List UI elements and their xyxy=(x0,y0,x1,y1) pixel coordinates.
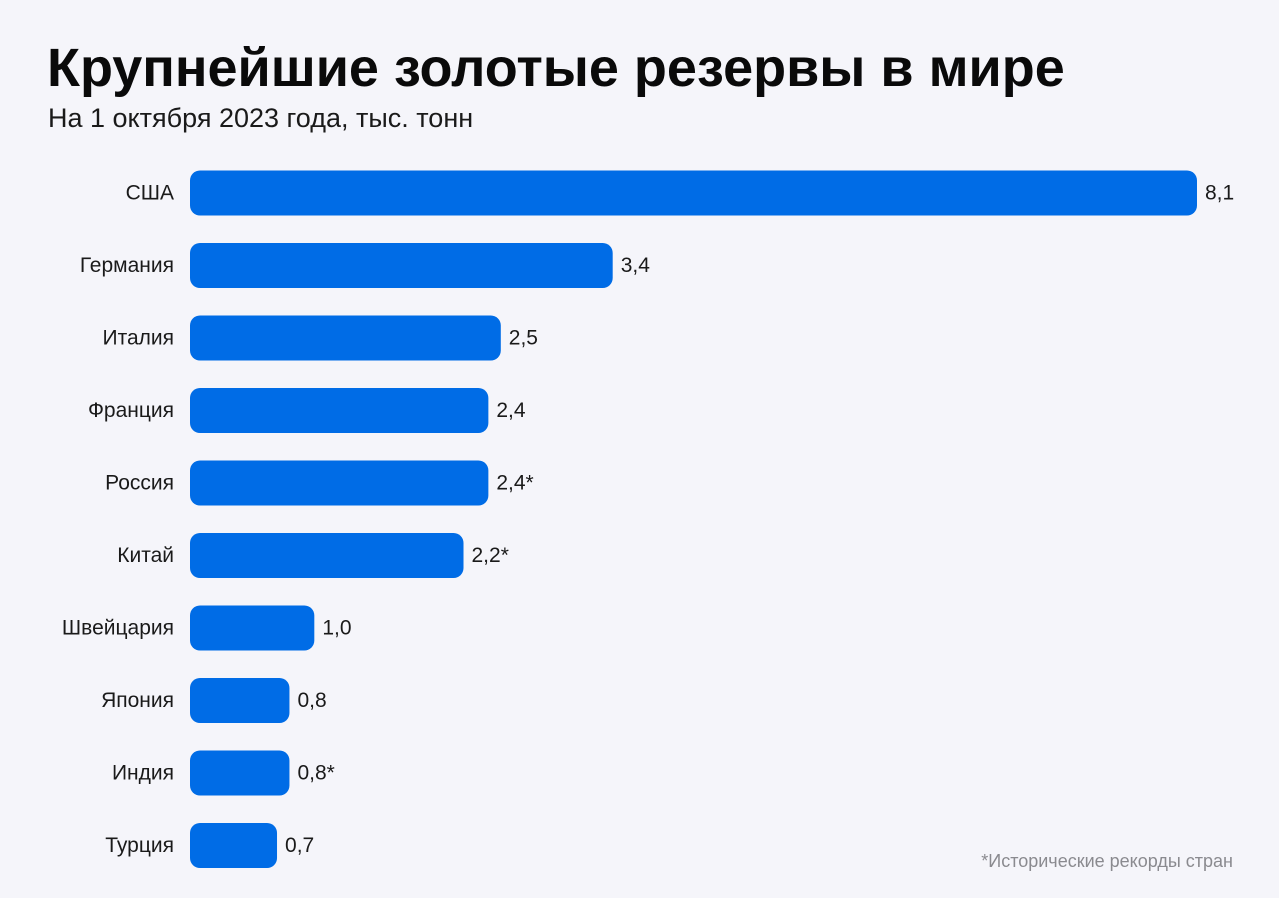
category-label: Индия xyxy=(112,762,174,785)
bar xyxy=(190,750,290,796)
footnote: *Исторические рекорды стран xyxy=(981,851,1233,871)
bar xyxy=(190,243,613,288)
bar xyxy=(190,170,1197,216)
bar-group: Италия 2,5 xyxy=(102,315,538,361)
bar-group: Франция 2,4 xyxy=(88,388,526,433)
category-label: США xyxy=(126,182,174,205)
value-label: 3,4 xyxy=(621,254,651,277)
bar-group: Индия 0,8* xyxy=(112,750,335,796)
value-label: 0,7 xyxy=(285,834,314,857)
bar-group: Китай 2,2* xyxy=(117,533,509,578)
bar xyxy=(190,678,290,723)
category-label: Китай xyxy=(117,544,174,567)
bar-group: Россия 2,4* xyxy=(105,460,534,506)
value-label: 8,1 xyxy=(1205,182,1234,205)
bar xyxy=(190,533,464,578)
category-label: Россия xyxy=(105,472,174,495)
category-label: Германия xyxy=(80,254,174,277)
category-label: Турция xyxy=(105,834,174,857)
bar xyxy=(190,315,501,361)
value-label: 0,8* xyxy=(297,762,334,785)
value-label: 2,4* xyxy=(496,472,533,495)
bar-group: Швейцария 1,0 xyxy=(62,605,352,651)
bar xyxy=(190,823,278,868)
bar-group: Германия 3,4 xyxy=(80,243,650,288)
value-label: 1,0 xyxy=(322,617,351,640)
category-label: Италия xyxy=(102,327,174,350)
bar xyxy=(190,388,489,433)
bar xyxy=(190,460,489,506)
value-label: 2,4 xyxy=(496,399,526,422)
category-label: Япония xyxy=(101,689,174,712)
chart-subtitle: На 1 октября 2023 года, тыс. тонн xyxy=(48,103,474,133)
category-label: Швейцария xyxy=(62,617,174,640)
category-label: Франция xyxy=(88,399,174,422)
value-label: 2,2* xyxy=(472,544,509,567)
bar-group: Турция 0,7 xyxy=(105,823,314,868)
chart-title: Крупнейшие золотые резервы в мире xyxy=(47,38,1065,98)
bar xyxy=(190,605,315,651)
value-label: 2,5 xyxy=(509,327,538,350)
bar-group: США 8,1 xyxy=(126,170,1234,216)
value-label: 0,8 xyxy=(297,689,326,712)
bar-group: Япония 0,8 xyxy=(101,678,327,723)
